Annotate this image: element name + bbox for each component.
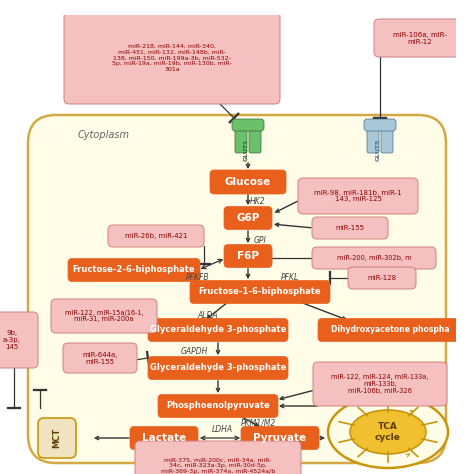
Text: miR-122, miR-124, miR-133a,
miR-133b,
miR-106b, miR-326: miR-122, miR-124, miR-133a, miR-133b, mi… [331,374,428,394]
Text: miR-375, miR-200c, miR-34a, miR-
34c, miR-323a-3p, miR-30d-5p,
miR-369-3p, miR-3: miR-375, miR-200c, miR-34a, miR- 34c, mi… [161,458,275,474]
FancyBboxPatch shape [374,19,466,57]
Text: miR-122, miR-15a/16-1,
miR-31, miR-200a: miR-122, miR-15a/16-1, miR-31, miR-200a [64,310,143,322]
Text: miR-98, miR-181b, miR-1
143, miR-125: miR-98, miR-181b, miR-1 143, miR-125 [314,190,402,202]
FancyBboxPatch shape [51,299,157,333]
FancyBboxPatch shape [64,12,280,104]
Text: ALDA: ALDA [198,310,219,319]
Text: Glucose: Glucose [225,177,271,187]
Text: F6P: F6P [237,251,259,261]
Text: GLUT1: GLUT1 [244,139,248,161]
FancyBboxPatch shape [249,125,261,153]
Text: Fructose-1-6-biphosphate: Fructose-1-6-biphosphate [199,288,321,297]
Text: Glyceraldehyde 3-phosphate: Glyceraldehyde 3-phosphate [150,326,286,335]
Text: miR-218, miR-144, miR-340,
miR-451, miR-132, miR-148b, miR-
138, miR-150, miR-19: miR-218, miR-144, miR-340, miR-451, miR-… [112,44,232,72]
Text: miR-26b, miR-421: miR-26b, miR-421 [125,233,187,239]
FancyBboxPatch shape [232,119,264,131]
Text: HK2: HK2 [250,198,266,207]
FancyBboxPatch shape [312,247,436,269]
Ellipse shape [350,410,426,454]
Text: miR-155: miR-155 [336,225,365,231]
Text: miR-106a, miR-
miR-12: miR-106a, miR- miR-12 [393,31,447,45]
FancyBboxPatch shape [210,170,286,194]
Text: MCT: MCT [53,428,62,448]
Text: Lactate: Lactate [142,433,186,443]
FancyBboxPatch shape [348,267,416,289]
FancyBboxPatch shape [148,356,288,380]
Text: Dihydroxyacetone phospha: Dihydroxyacetone phospha [331,326,449,335]
FancyBboxPatch shape [108,225,204,247]
Text: GLUT5: GLUT5 [375,139,381,161]
FancyBboxPatch shape [28,115,446,463]
Text: miR-644a,
miR-155: miR-644a, miR-155 [82,352,118,365]
FancyBboxPatch shape [235,125,247,153]
Text: Pyruvate: Pyruvate [254,433,307,443]
FancyBboxPatch shape [224,207,272,229]
Ellipse shape [328,396,448,468]
FancyBboxPatch shape [148,319,288,341]
Text: Fructose-2-6-biphosphate: Fructose-2-6-biphosphate [73,265,195,274]
Text: Glyceraldehyde 3-phosphate: Glyceraldehyde 3-phosphate [150,364,286,373]
FancyBboxPatch shape [318,319,462,341]
FancyBboxPatch shape [364,119,396,131]
Bar [456,0,474,474]
Text: Phosphoenolpyruvate: Phosphoenolpyruvate [166,401,270,410]
FancyBboxPatch shape [68,258,200,282]
Text: PFKFB: PFKFB [186,273,210,283]
FancyBboxPatch shape [224,245,272,267]
Text: G6P: G6P [237,213,260,223]
FancyBboxPatch shape [298,178,418,214]
FancyBboxPatch shape [158,394,278,418]
FancyBboxPatch shape [190,281,330,303]
FancyBboxPatch shape [381,125,393,153]
Bar [0,0,15,110]
Text: miR-200, miR-302b, m: miR-200, miR-302b, m [337,255,411,261]
Text: TCA
cycle: TCA cycle [375,422,401,442]
FancyBboxPatch shape [367,125,379,153]
Text: GPI: GPI [254,236,266,245]
Bar [0,0,474,15]
Text: 9b,
a-3p,
145: 9b, a-3p, 145 [3,330,21,350]
Text: PKM1/M2: PKM1/M2 [240,419,275,428]
FancyBboxPatch shape [0,312,38,368]
Text: LDHA: LDHA [211,425,233,434]
FancyBboxPatch shape [313,362,447,406]
FancyBboxPatch shape [63,343,137,373]
FancyBboxPatch shape [135,441,301,474]
FancyBboxPatch shape [130,427,198,449]
FancyBboxPatch shape [38,418,76,458]
Text: Cytoplasm: Cytoplasm [78,130,130,140]
Text: GAPDH: GAPDH [180,347,208,356]
Text: PFKL: PFKL [281,273,299,282]
Text: miR-128: miR-128 [367,275,397,281]
FancyBboxPatch shape [312,217,388,239]
FancyBboxPatch shape [241,427,319,449]
